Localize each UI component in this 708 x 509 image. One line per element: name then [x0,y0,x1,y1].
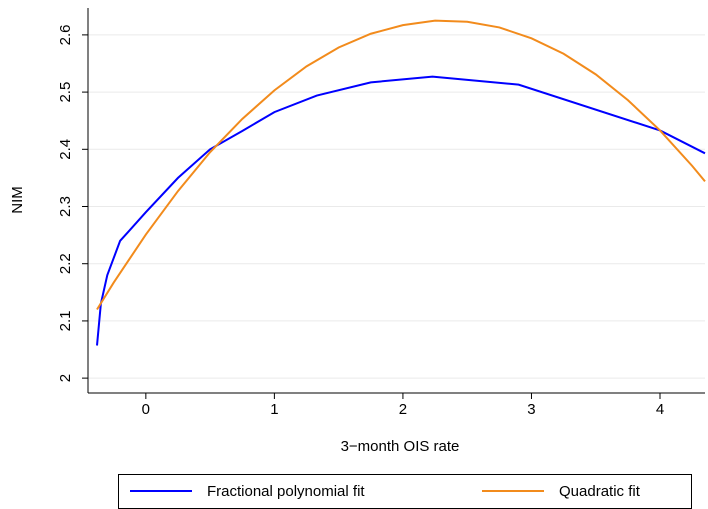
y-axis-label: NIM [9,186,26,214]
y-tick-label: 2.5 [57,82,74,103]
legend-label: Fractional polynomial fit [207,483,365,500]
x-tick-label: 3 [527,401,535,418]
legend-label: Quadratic fit [559,483,641,500]
line [96,19,706,311]
y-tick-label: 2.6 [57,24,74,45]
y-tick-label: 2.1 [57,310,74,331]
x-tick-label: 1 [270,401,278,418]
y-tick-label: 2.3 [57,196,74,217]
x-tick-label: 2 [399,401,407,418]
y-tick-label: 2.4 [57,139,74,160]
y-tick-label: 2.2 [57,253,74,274]
x-tick-label: 0 [142,401,150,418]
x-tick-label: 4 [656,401,664,418]
x-axis-label: 3−month OIS rate [341,438,460,455]
y-tick-label: 2 [57,374,74,382]
line [96,75,706,346]
